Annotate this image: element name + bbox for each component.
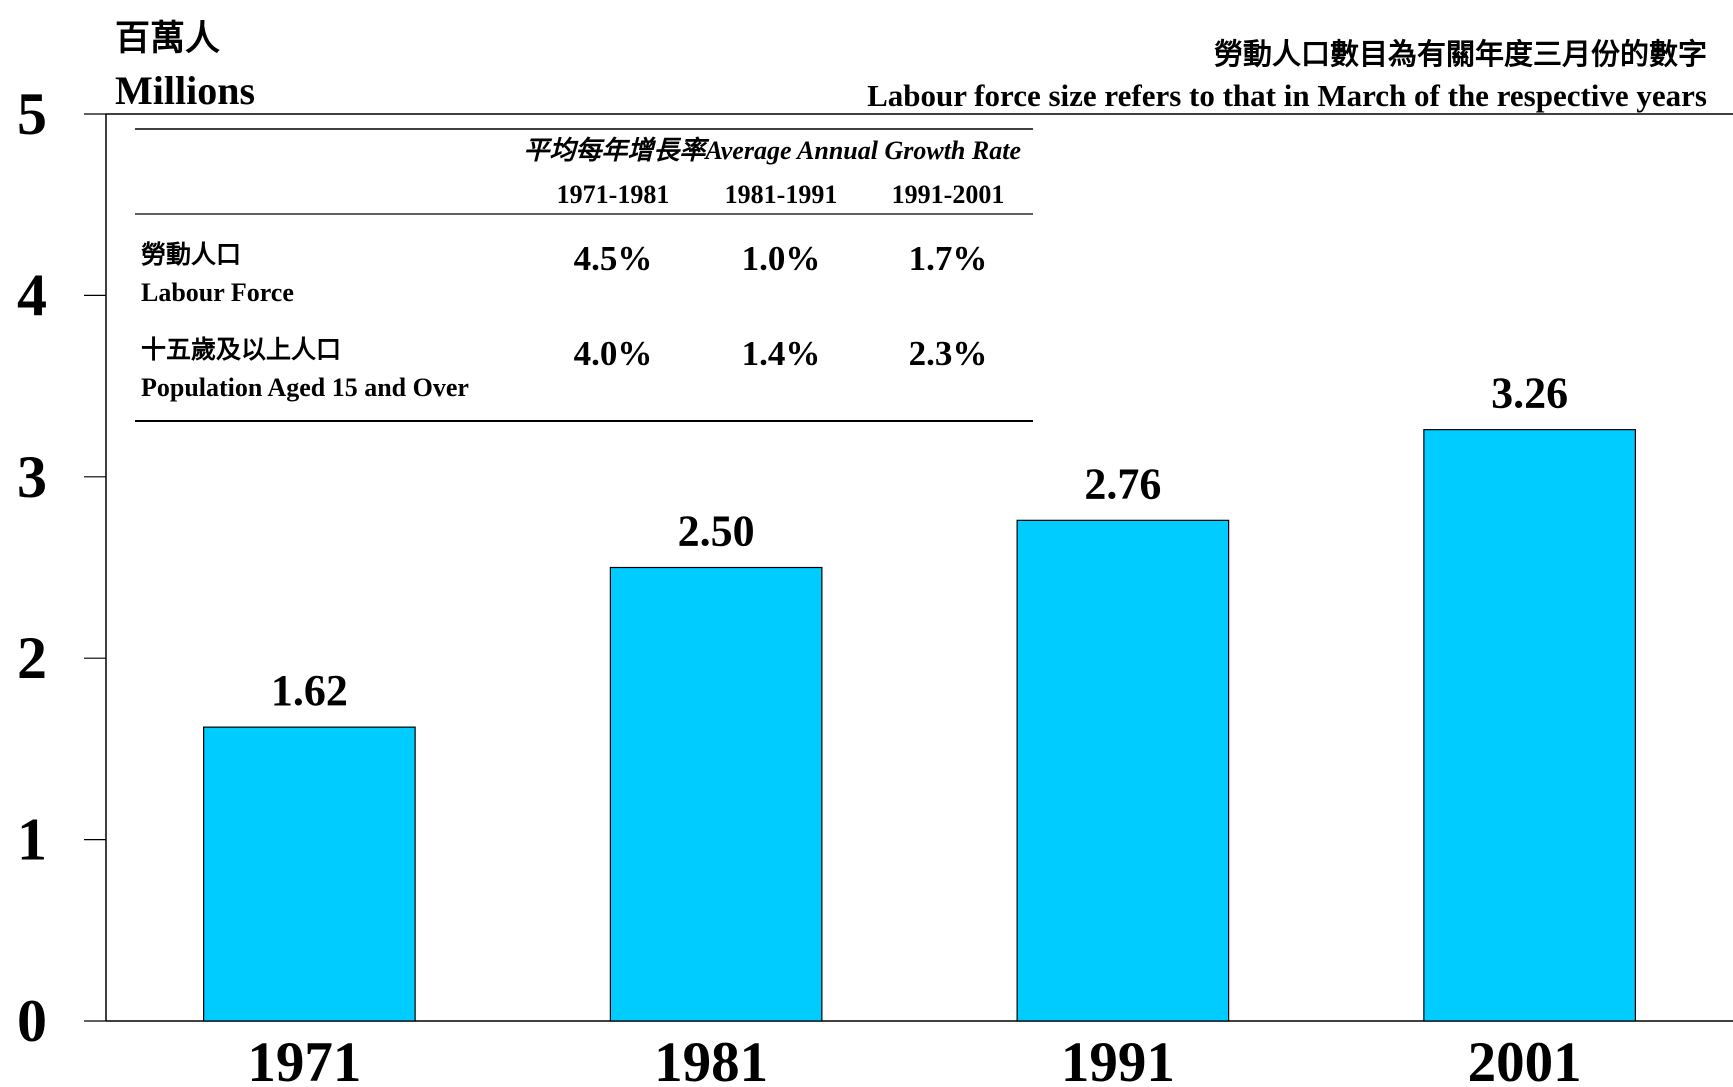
y-tick-label: 5 <box>17 81 47 147</box>
note-zh: 勞動人口數目為有關年度三月份的數字 <box>1214 37 1707 71</box>
row-label-en: Labour Force <box>141 278 294 307</box>
row-label-zh: 勞動人口 <box>141 241 241 269</box>
y-tick-label: 2 <box>17 625 47 691</box>
row-label-en: Population Aged 15 and Over <box>141 373 469 402</box>
x-tick-label: 1971 <box>247 1031 361 1087</box>
table-header-zh: 平均每年增長率 <box>523 136 709 165</box>
table-header-en: Average Annual Growth Rate <box>703 136 1021 165</box>
unit-zh: 百萬人 <box>115 19 220 58</box>
table-value: 4.5% <box>574 239 653 278</box>
table-column: 1981-1991 <box>725 180 838 209</box>
y-tick-label: 0 <box>17 988 47 1054</box>
table-value: 1.4% <box>742 334 821 373</box>
table-value: 4.0% <box>574 334 653 373</box>
x-tick-label: 1981 <box>654 1031 768 1087</box>
table-value: 2.3% <box>909 334 988 373</box>
bar <box>1016 519 1230 1022</box>
unit-en: Millions <box>115 68 255 113</box>
x-tick-label: 2001 <box>1468 1031 1582 1087</box>
value-label: 1.62 <box>271 666 348 715</box>
bar <box>609 566 823 1022</box>
table-column: 1991-2001 <box>892 180 1005 209</box>
value-label: 2.76 <box>1084 459 1161 508</box>
row-label-zh: 十五歲及以上人口 <box>141 336 341 364</box>
bar <box>1423 429 1636 1022</box>
y-tick-label: 3 <box>17 444 47 510</box>
value-label: 3.26 <box>1491 369 1568 418</box>
y-tick-label: 1 <box>17 807 47 873</box>
bar <box>203 726 416 1022</box>
y-tick-label: 4 <box>17 262 47 328</box>
table-value: 1.7% <box>909 239 988 278</box>
note-en: Labour force size refers to that in Marc… <box>867 78 1707 113</box>
table-column: 1971-1981 <box>557 180 670 209</box>
value-label: 2.50 <box>678 507 755 556</box>
table-value: 1.0% <box>742 239 821 278</box>
table-header: 平均每年增長率Average Annual Growth Rate <box>523 136 1021 165</box>
x-tick-label: 1991 <box>1061 1031 1175 1087</box>
